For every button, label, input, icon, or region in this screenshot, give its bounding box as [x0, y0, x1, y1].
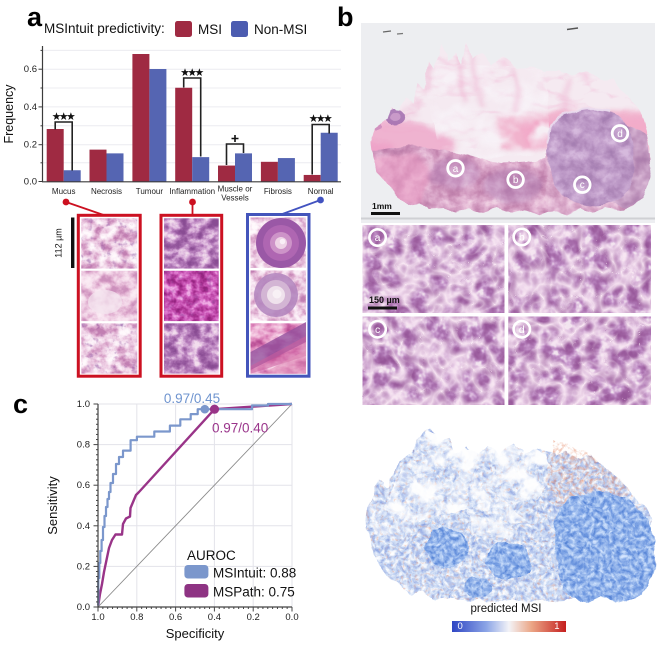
svg-text:0.4: 0.4 [208, 612, 221, 623]
svg-text:MSPath: 0.75: MSPath: 0.75 [213, 585, 295, 600]
svg-text:Mucus: Mucus [52, 187, 76, 196]
svg-text:112 µm: 112 µm [54, 228, 64, 258]
svg-text:MSIntuit: 0.88: MSIntuit: 0.88 [213, 566, 296, 581]
svg-text:b: b [513, 175, 519, 186]
svg-text:0.0: 0.0 [77, 602, 90, 613]
svg-text:Frequency: Frequency [2, 84, 16, 144]
svg-text:d: d [519, 324, 525, 336]
svg-text:0.8: 0.8 [77, 440, 90, 451]
svg-text:1mm: 1mm [372, 201, 392, 211]
svg-text:0.6: 0.6 [24, 64, 37, 75]
svg-text:0.0: 0.0 [285, 612, 298, 623]
svg-text:Specificity: Specificity [166, 626, 225, 641]
svg-text:0.97/0.40: 0.97/0.40 [212, 421, 268, 436]
svg-text:0.2: 0.2 [24, 140, 37, 151]
svg-text:1.0: 1.0 [91, 612, 104, 623]
svg-text:Inflammation: Inflammation [169, 187, 215, 196]
svg-text:0.6: 0.6 [169, 612, 182, 623]
svg-text:MSIntuit predictivity:: MSIntuit predictivity: [44, 21, 165, 36]
svg-text:150 µm: 150 µm [369, 295, 400, 305]
svg-text:Fibrosis: Fibrosis [264, 187, 292, 196]
svg-text:d: d [617, 129, 623, 140]
svg-text:Non-MSI: Non-MSI [254, 22, 307, 37]
svg-text:Normal: Normal [308, 187, 334, 196]
svg-text:0.0: 0.0 [24, 177, 37, 188]
svg-text:c: c [580, 180, 585, 191]
svg-text:AUROC: AUROC [187, 548, 236, 563]
svg-text:Sensitivity: Sensitivity [45, 476, 60, 535]
svg-text:0.2: 0.2 [247, 612, 260, 623]
svg-text:0.2: 0.2 [77, 561, 90, 572]
svg-text:Muscle or: Muscle or [218, 185, 253, 194]
svg-text:c: c [375, 324, 380, 336]
svg-text:Tumour: Tumour [136, 187, 164, 196]
svg-text:0.97/0.45: 0.97/0.45 [164, 391, 220, 406]
svg-text:0.4: 0.4 [77, 521, 90, 532]
svg-text:Vessels: Vessels [221, 194, 249, 203]
svg-text:0.4: 0.4 [24, 102, 37, 113]
svg-text:0.6: 0.6 [77, 480, 90, 491]
svg-text:a: a [375, 232, 381, 244]
svg-text:MSI: MSI [198, 22, 222, 37]
svg-text:Necrosis: Necrosis [91, 187, 122, 196]
svg-text:1.0: 1.0 [77, 399, 90, 410]
svg-text:b: b [519, 232, 525, 244]
svg-text:0.8: 0.8 [130, 612, 143, 623]
svg-text:a: a [453, 164, 459, 175]
